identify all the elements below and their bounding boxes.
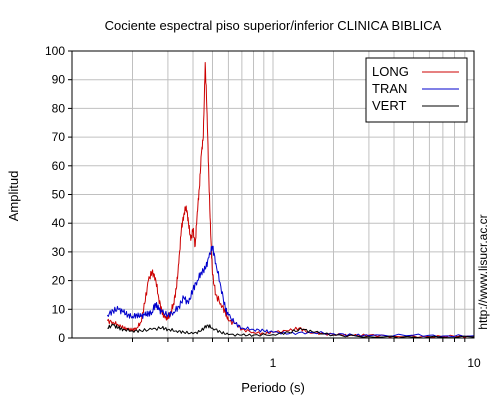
legend-label-long: LONG bbox=[372, 64, 409, 79]
legend-box bbox=[365, 57, 468, 123]
y-tick-label: 90 bbox=[52, 73, 66, 87]
y-tick-label: 50 bbox=[52, 188, 66, 202]
x-tick-label: 10 bbox=[467, 356, 481, 370]
y-tick-label: 10 bbox=[52, 302, 66, 316]
legend-label-vert: VERT bbox=[372, 98, 406, 113]
axis-ticks bbox=[68, 50, 466, 342]
y-tick-label: 30 bbox=[52, 245, 66, 259]
x-tick-label: 1 bbox=[270, 356, 277, 370]
y-tick-label: 40 bbox=[52, 216, 66, 230]
y-tick-label: 100 bbox=[45, 44, 65, 58]
legend: LONG TRAN VERT bbox=[365, 57, 468, 123]
chart-title: Cociente espectral piso superior/inferio… bbox=[105, 18, 442, 33]
series-line-tran bbox=[106, 245, 475, 338]
y-axis-label: Amplitud bbox=[6, 171, 21, 222]
y-tick-label: 0 bbox=[58, 331, 65, 345]
y-tick-label: 80 bbox=[52, 101, 66, 115]
y-tick-label: 20 bbox=[52, 274, 66, 288]
series-line-vert bbox=[107, 323, 475, 339]
x-axis-label: Periodo (s) bbox=[241, 380, 305, 395]
y-tick-label: 70 bbox=[52, 130, 66, 144]
legend-label-tran: TRAN bbox=[372, 81, 407, 96]
y-tick-label: 60 bbox=[52, 159, 66, 173]
legend-entries: LONG TRAN VERT bbox=[372, 64, 459, 113]
series-lines bbox=[106, 62, 475, 339]
side-url-label: http://www.lisucr.ac.cr bbox=[476, 214, 490, 329]
series-line-long bbox=[106, 62, 475, 339]
